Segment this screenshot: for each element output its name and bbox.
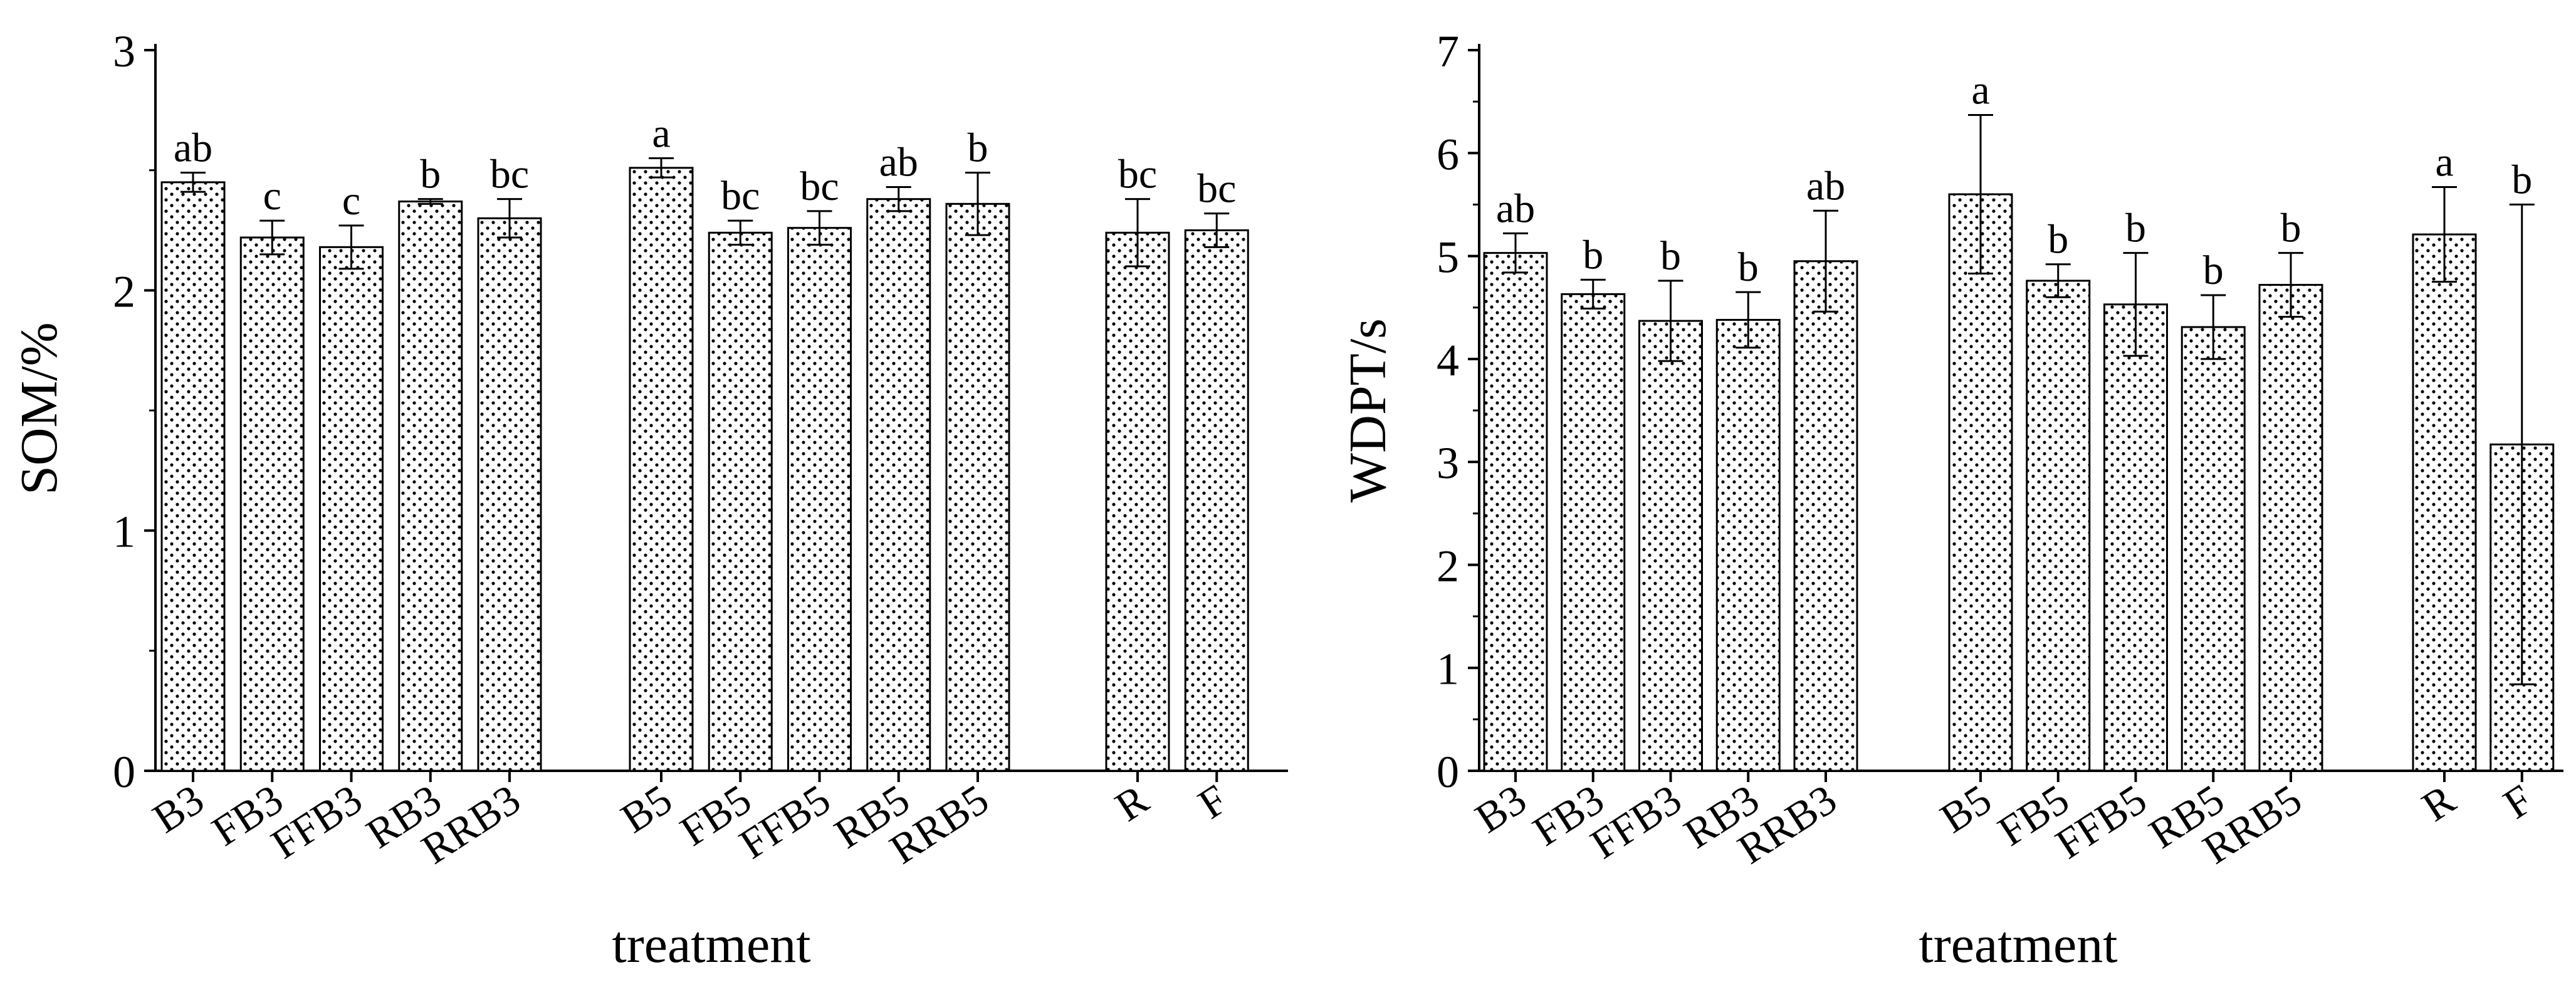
bar-FB3	[239, 236, 305, 772]
bar-FFB3	[1638, 320, 1703, 772]
significance-label: b	[1660, 233, 1681, 279]
x-tick-label: FFB3	[1582, 775, 1689, 868]
bar-RB5	[2181, 326, 2246, 772]
bar-FFB5	[787, 227, 852, 772]
bar-RB3	[1715, 318, 1781, 772]
y-axis-label: WDPT/s	[1339, 318, 1397, 503]
significance-label: b	[1583, 232, 1603, 278]
significance-label: b	[420, 152, 441, 197]
y-tick-label: 4	[1437, 335, 1459, 385]
significance-label: bc	[1118, 152, 1157, 197]
significance-label: a	[1971, 68, 1989, 113]
bar-R	[2412, 233, 2477, 772]
bar-RB3	[398, 201, 463, 772]
significance-label: ab	[1496, 185, 1535, 231]
bar-B3	[160, 181, 226, 772]
significance-label: bc	[800, 164, 839, 209]
significance-label: bc	[1197, 166, 1236, 212]
y-tick-label: 3	[113, 26, 135, 76]
bar-FFB3	[319, 246, 384, 772]
x-tick-label: F	[1190, 775, 1235, 828]
y-tick-label: 3	[1437, 438, 1459, 488]
bar-B3	[1483, 252, 1548, 772]
y-tick-label: 6	[1437, 129, 1459, 179]
bar-RB5	[866, 198, 931, 772]
significance-label: bc	[490, 152, 529, 197]
y-tick-label: 0	[113, 747, 135, 797]
bar-FB5	[2026, 279, 2091, 772]
x-tick-label: FFB5	[731, 775, 838, 868]
significance-label: c	[263, 173, 281, 219]
bar-R	[1105, 231, 1170, 772]
x-axis-label: treatment	[612, 916, 810, 974]
significance-label: ab	[879, 140, 918, 185]
som-chart: SOM/% treatment 0123abB3cFB3cFFB3bRB3bcR…	[10, 26, 1288, 974]
significance-label: b	[2203, 248, 2224, 293]
bar-FFB5	[2103, 303, 2168, 772]
x-tick-label: B5	[1932, 775, 1999, 842]
bar-FB3	[1561, 293, 1626, 772]
x-tick-label: B5	[612, 775, 680, 842]
x-tick-label: R	[1107, 775, 1157, 830]
x-axis-label: treatment	[1919, 916, 2117, 974]
y-tick-label: 1	[113, 507, 135, 557]
bar-RRB3	[477, 217, 542, 772]
y-tick-label: 2	[1437, 541, 1459, 591]
significance-label: b	[1738, 244, 1759, 290]
bar-B5	[629, 167, 694, 772]
bar-F	[1184, 229, 1249, 772]
x-tick-label: B3	[144, 775, 212, 842]
significance-label: a	[2435, 140, 2453, 185]
significance-label: b	[2281, 206, 2301, 251]
significance-label: b	[968, 125, 988, 171]
y-tick-label: 1	[1437, 644, 1459, 694]
y-tick-label: 2	[113, 266, 135, 316]
x-tick-label: FFB3	[263, 775, 370, 868]
x-tick-label: R	[2414, 775, 2464, 830]
wdpt-chart: WDPT/s treatment 01234567abB3bFB3bFFB3bR…	[1339, 26, 2563, 974]
y-tick-label: 0	[1437, 747, 1459, 797]
significance-label: b	[2511, 157, 2532, 202]
significance-label: a	[652, 111, 670, 157]
significance-label: c	[342, 178, 360, 224]
x-tick-label: F	[2495, 775, 2541, 828]
bar-RRB5	[2258, 284, 2323, 772]
x-tick-label: FFB5	[2047, 775, 2154, 868]
bar-RRB3	[1793, 260, 1858, 772]
bar-B5	[1948, 193, 2013, 772]
y-axis-label: SOM/%	[10, 322, 68, 494]
y-tick-label: 5	[1437, 232, 1459, 283]
significance-label: bc	[721, 173, 760, 219]
significance-label: ab	[174, 125, 212, 171]
bar-FB5	[708, 231, 773, 772]
x-tick-label: B3	[1467, 775, 1534, 842]
significance-label: ab	[1806, 163, 1845, 209]
significance-label: b	[2048, 217, 2068, 263]
significance-label: b	[2125, 206, 2146, 251]
y-tick-label: 7	[1437, 26, 1459, 76]
bar-RRB5	[945, 202, 1010, 772]
